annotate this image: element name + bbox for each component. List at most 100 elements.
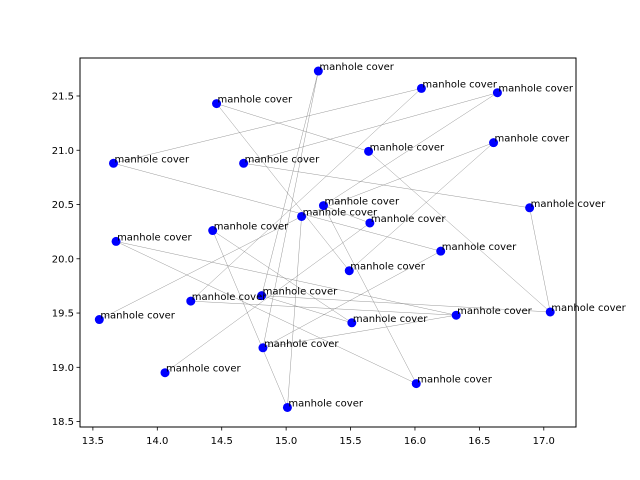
point-label: manhole cover <box>245 154 320 165</box>
data-point <box>212 99 222 109</box>
point-label: manhole cover <box>303 207 378 218</box>
x-tick-label: 15.0 <box>275 436 297 447</box>
edge-line <box>262 314 457 349</box>
point-label: manhole cover <box>214 222 289 233</box>
edge-line <box>115 241 417 384</box>
point-label: manhole cover <box>422 79 497 90</box>
edge-line <box>323 205 417 384</box>
edge-line <box>368 151 551 313</box>
point-label: manhole cover <box>371 214 446 225</box>
edge-line <box>323 205 370 224</box>
edge-line <box>113 163 441 252</box>
edge-line <box>113 88 422 164</box>
point-label: manhole cover <box>263 287 338 298</box>
edge-line <box>262 70 319 348</box>
x-tick-label: 13.5 <box>82 436 104 447</box>
y-tick-label: 18.5 <box>52 417 74 428</box>
edge-line <box>116 241 457 316</box>
data-point <box>239 158 249 168</box>
data-point <box>94 315 104 325</box>
x-tick-label: 16.5 <box>468 436 490 447</box>
edge-line <box>262 250 441 348</box>
data-point <box>492 88 502 98</box>
data-point <box>282 402 292 412</box>
data-point <box>186 296 196 306</box>
edge-line <box>243 163 530 209</box>
point-label: manhole cover <box>192 292 267 303</box>
point-label: manhole cover <box>324 197 399 208</box>
edge-line <box>243 92 498 164</box>
data-point <box>313 66 323 76</box>
y-tick-label: 19.5 <box>52 309 74 320</box>
point-label: manhole cover <box>353 314 428 325</box>
point-label: manhole cover <box>370 142 445 153</box>
point-label: manhole cover <box>114 154 189 165</box>
data-point <box>451 310 461 320</box>
point-label: manhole cover <box>350 262 425 273</box>
y-tick-label: 21.0 <box>52 146 74 157</box>
points-layer <box>94 66 555 412</box>
point-label: manhole cover <box>264 339 339 350</box>
y-axis: 18.5 19.0 19.5 20.0 20.5 21.0 21.5 <box>52 91 80 428</box>
y-tick-label: 20.5 <box>52 200 74 211</box>
edge-line <box>323 92 498 206</box>
x-tick-label: 15.5 <box>339 436 361 447</box>
data-point <box>208 226 218 236</box>
data-point <box>297 211 307 221</box>
data-point <box>257 291 267 301</box>
edge-line <box>216 103 369 152</box>
point-label: manhole cover <box>457 306 532 317</box>
edge-line <box>212 230 352 324</box>
x-tick-label: 17.0 <box>533 436 555 447</box>
x-axis: 13.5 14.0 14.5 15.0 15.5 16.0 16.5 17.0 <box>82 427 555 447</box>
data-point <box>318 201 328 211</box>
point-label: manhole cover <box>100 311 175 322</box>
point-label: manhole cover <box>442 242 517 253</box>
edge-line <box>212 230 288 408</box>
plot-area-frame <box>79 57 577 428</box>
point-label: manhole cover <box>495 134 570 145</box>
edge-line <box>164 222 371 373</box>
data-point <box>365 218 375 228</box>
point-label: manhole cover <box>417 375 492 386</box>
edge-line <box>349 142 494 271</box>
data-point <box>436 246 446 256</box>
y-tick-label: 21.5 <box>52 91 74 102</box>
data-point <box>108 158 118 168</box>
data-point <box>160 368 170 378</box>
edge-line <box>190 88 422 302</box>
data-point <box>344 266 354 276</box>
data-point <box>347 318 357 328</box>
edge-line <box>261 295 551 313</box>
point-label: manhole cover <box>218 95 293 106</box>
edge-line <box>99 216 302 320</box>
y-tick-label: 20.0 <box>52 254 74 265</box>
point-label: manhole cover <box>551 303 626 314</box>
point-label: manhole cover <box>288 398 363 409</box>
edge-line <box>287 216 302 408</box>
edge-line <box>190 300 457 316</box>
data-point <box>258 343 268 353</box>
data-point <box>545 307 555 317</box>
point-label: manhole cover <box>319 62 394 73</box>
data-point <box>111 236 121 246</box>
x-tick-label: 14.5 <box>211 436 233 447</box>
edge-line <box>529 207 551 313</box>
data-point <box>411 379 421 389</box>
edges-layer <box>99 70 551 408</box>
edge-line <box>261 70 319 296</box>
data-point <box>416 83 426 93</box>
y-tick-label: 19.0 <box>52 363 74 374</box>
point-label: manhole cover <box>498 84 573 95</box>
point-label: manhole cover <box>531 199 606 210</box>
x-tick-label: 16.0 <box>404 436 426 447</box>
data-point <box>364 146 374 156</box>
data-point <box>525 203 535 213</box>
edge-line <box>301 142 494 217</box>
edge-line <box>261 295 352 324</box>
data-point <box>489 138 499 148</box>
point-label: manhole cover <box>166 364 241 375</box>
edge-line <box>216 103 350 271</box>
point-label: manhole cover <box>117 232 192 243</box>
